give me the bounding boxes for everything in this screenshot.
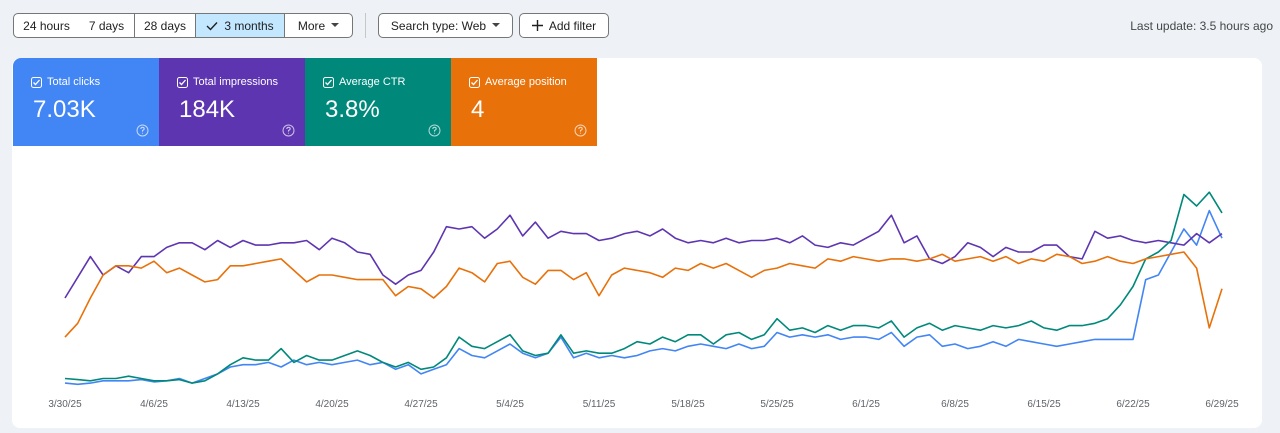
help-icon[interactable] [282, 124, 295, 137]
metric-header: Average CTR [323, 76, 451, 88]
metric-tile[interactable]: Average position 4 [451, 58, 597, 146]
help-icon[interactable] [428, 124, 441, 137]
dropdown-icon [492, 23, 501, 27]
x-tick-label: 4/13/25 [226, 399, 260, 410]
help-icon[interactable] [136, 124, 149, 137]
series-line [64, 251, 1223, 338]
checkbox [31, 76, 42, 88]
metric-value: 7.03K [33, 96, 96, 123]
search-type-button[interactable]: Search type: Web [378, 13, 513, 38]
x-tick-label: 6/1/25 [852, 399, 880, 410]
range-button[interactable]: 24 hours [13, 13, 80, 38]
metric-header: Total impressions [177, 76, 305, 88]
range-label: 3 months [224, 18, 274, 33]
add-filter-button[interactable]: Add filter [519, 13, 609, 38]
metric-value: 3.8% [325, 96, 380, 123]
range-label: 28 days [143, 18, 187, 33]
metric-label: Average position [485, 76, 567, 88]
range-button[interactable]: 28 days [134, 13, 196, 38]
x-tick-label: 5/25/25 [760, 399, 794, 410]
metric-tile[interactable]: Average CTR 3.8% [305, 58, 451, 146]
range-label: 24 hours [23, 18, 70, 33]
last-update: Last update: 3.5 hours ago [1130, 19, 1273, 33]
checkbox [469, 76, 480, 88]
x-tick-label: 4/6/25 [140, 399, 168, 410]
metric-value: 184K [179, 96, 236, 123]
range-button-selected[interactable]: 3 months [195, 13, 285, 38]
more-button[interactable]: More [284, 13, 353, 38]
series-line [64, 214, 1223, 299]
range-label: 7 days [88, 18, 125, 33]
search-type-label: Search type: Web [390, 18, 487, 33]
metric-label: Average CTR [339, 76, 406, 88]
metric-tile[interactable]: Total impressions 184K [159, 58, 305, 146]
check-icon [206, 21, 218, 31]
x-tick-label: 6/29/25 [1205, 399, 1239, 410]
x-tick-label: 4/27/25 [404, 399, 438, 410]
divider [365, 13, 366, 38]
metric-header: Average position [469, 76, 597, 88]
x-tick-label: 6/22/25 [1116, 399, 1150, 410]
plus-icon [531, 20, 543, 31]
x-tick-label: 3/30/25 [48, 399, 82, 410]
metric-header: Total clicks [31, 76, 159, 88]
series-line [64, 209, 1223, 386]
x-tick-label: 6/15/25 [1027, 399, 1061, 410]
metric-label: Total impressions [193, 76, 278, 88]
range-label: More [297, 18, 326, 33]
x-tick-label: 4/20/25 [315, 399, 349, 410]
add-filter-label: Add filter [548, 18, 597, 33]
x-tick-label: 5/4/25 [496, 399, 524, 410]
range-button[interactable]: 7 days [79, 13, 135, 38]
checkbox [177, 76, 188, 88]
checkbox [323, 76, 334, 88]
metric-label: Total clicks [47, 76, 101, 88]
dropdown-icon [331, 23, 340, 27]
x-tick-label: 5/11/25 [583, 399, 616, 410]
help-icon[interactable] [574, 124, 587, 137]
x-tick-label: 5/18/25 [671, 399, 705, 410]
metric-tile[interactable]: Total clicks 7.03K [13, 58, 159, 146]
x-tick-label: 6/8/25 [941, 399, 969, 410]
metric-value: 4 [471, 96, 485, 123]
series-line [64, 191, 1223, 384]
